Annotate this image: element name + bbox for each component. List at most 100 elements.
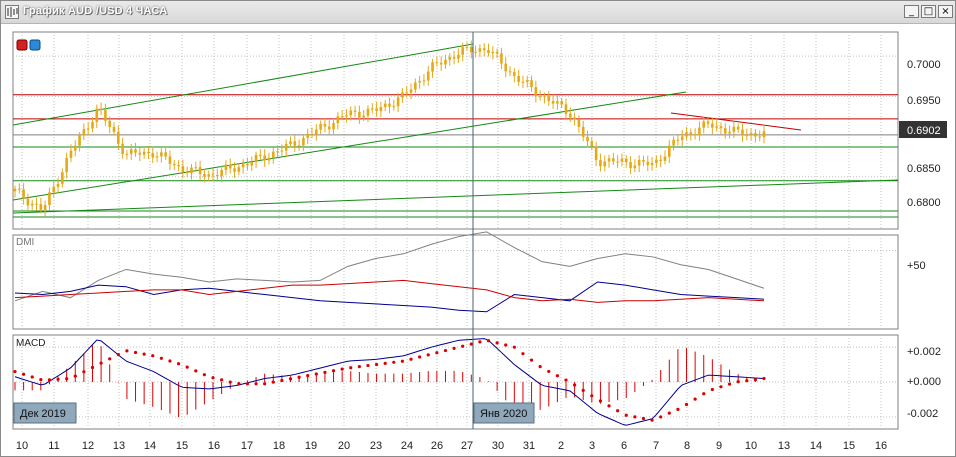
macd-signal-dot [486, 339, 491, 343]
candle-body [564, 104, 568, 114]
candle-body [108, 120, 112, 127]
candle-body [48, 192, 51, 206]
candle-body [517, 75, 520, 82]
candle-body [603, 161, 607, 167]
candle-body [177, 165, 180, 167]
candle-body [448, 56, 452, 60]
candle-body [680, 136, 684, 140]
candle-body [586, 136, 589, 142]
macd-signal-dot [185, 365, 189, 369]
x-tick-label: 16 [208, 440, 220, 452]
macd-signal-dot [529, 358, 534, 362]
macd-signal-dot [469, 342, 473, 346]
macd-signal-dot [280, 378, 284, 383]
macd-signal-dot [263, 382, 267, 386]
candle-body [26, 198, 30, 206]
candle-body [366, 108, 370, 116]
macd-signal-dot [564, 378, 568, 382]
close-icon: × [941, 6, 950, 17]
trend-line [670, 112, 802, 131]
candle-body [306, 133, 310, 138]
x-tick-label: 18 [273, 440, 285, 452]
macd-signal-dot [555, 374, 559, 378]
candle-body [620, 158, 624, 162]
candle-body [35, 203, 38, 205]
close-button[interactable]: × [938, 5, 953, 18]
candle-body [405, 92, 409, 94]
dmi-panel [12, 234, 899, 330]
macd-signal-dot [168, 359, 172, 363]
candle-body [370, 108, 374, 110]
x-tick-label: 26 [431, 440, 443, 452]
macd-signal-dot [624, 413, 628, 417]
candle-body [422, 80, 426, 82]
candle-body [52, 186, 56, 193]
candle-body [125, 153, 129, 155]
red-square-icon[interactable] [16, 39, 28, 51]
minimize-button[interactable]: _ [904, 5, 919, 18]
macd-signal-dot [357, 365, 361, 369]
candle-body [732, 126, 736, 132]
macd-signal-dot [306, 374, 310, 378]
macd-signal-dot [366, 363, 370, 368]
candle-body [711, 123, 714, 128]
macd-signal-dot [418, 355, 422, 359]
blue-square-icon[interactable] [29, 39, 41, 51]
candle-body [513, 72, 516, 76]
candle-body [491, 51, 495, 54]
candle-body [543, 96, 546, 98]
candle-body [276, 151, 279, 153]
candle-body [568, 113, 572, 118]
candle-body [237, 167, 241, 172]
macd-signal-dot [56, 377, 60, 381]
macd-signal-dot [547, 369, 551, 374]
macd-signal-dot [538, 365, 542, 369]
candle-body [689, 132, 693, 135]
chart-canvas[interactable]: 0.7000 0.6950 0.6850 0.6800 0.6902 DMI +… [1, 23, 955, 456]
candle-body [302, 137, 305, 146]
x-tick-label: 31 [523, 440, 535, 452]
macd-signal-dot [47, 378, 52, 382]
candle-body [332, 123, 335, 130]
macd-signal-dot [504, 343, 508, 347]
dmi-label: DMI [16, 237, 34, 248]
macd-signal-dot [676, 407, 680, 411]
candle-body [323, 123, 327, 127]
candle-body [435, 62, 439, 64]
macd-signal-dot [521, 352, 525, 356]
x-tick-label: 16 [875, 440, 887, 452]
macd-signal-dot [194, 369, 198, 373]
candle-body [358, 111, 361, 118]
maximize-button[interactable]: □ [921, 5, 936, 18]
candle-body [181, 166, 185, 173]
macd-signal-dot [762, 376, 766, 381]
candle-body [254, 154, 258, 162]
candle-body [439, 62, 443, 65]
candle-body [607, 158, 611, 162]
candle-body [383, 103, 387, 108]
candle-body [228, 164, 232, 169]
candle-body [353, 110, 357, 112]
candle-body [396, 97, 400, 107]
candle-body [185, 172, 189, 174]
x-tick-label: 24 [401, 440, 413, 452]
macd-signal-dot [659, 415, 663, 419]
macd-signal-dot [409, 357, 413, 361]
candle-body [284, 143, 288, 151]
candle-body [418, 80, 421, 83]
title-bar[interactable]: График AUD /USD 4 ЧАСА _ □ × [1, 1, 955, 24]
x-tick-label: 6 [621, 440, 627, 452]
macd-signal-dot [693, 397, 697, 401]
candle-body [104, 109, 107, 121]
macd-signal-dot [702, 392, 706, 396]
candle-body [134, 149, 137, 153]
candle-body [194, 167, 198, 169]
candle-body [530, 80, 533, 88]
candle-body [56, 183, 60, 187]
candle-body [754, 133, 757, 137]
macd-signal-dot [633, 415, 637, 419]
candle-body [22, 189, 25, 199]
candle-body [457, 54, 460, 59]
candle-body [698, 127, 701, 136]
candle-body [345, 115, 348, 117]
